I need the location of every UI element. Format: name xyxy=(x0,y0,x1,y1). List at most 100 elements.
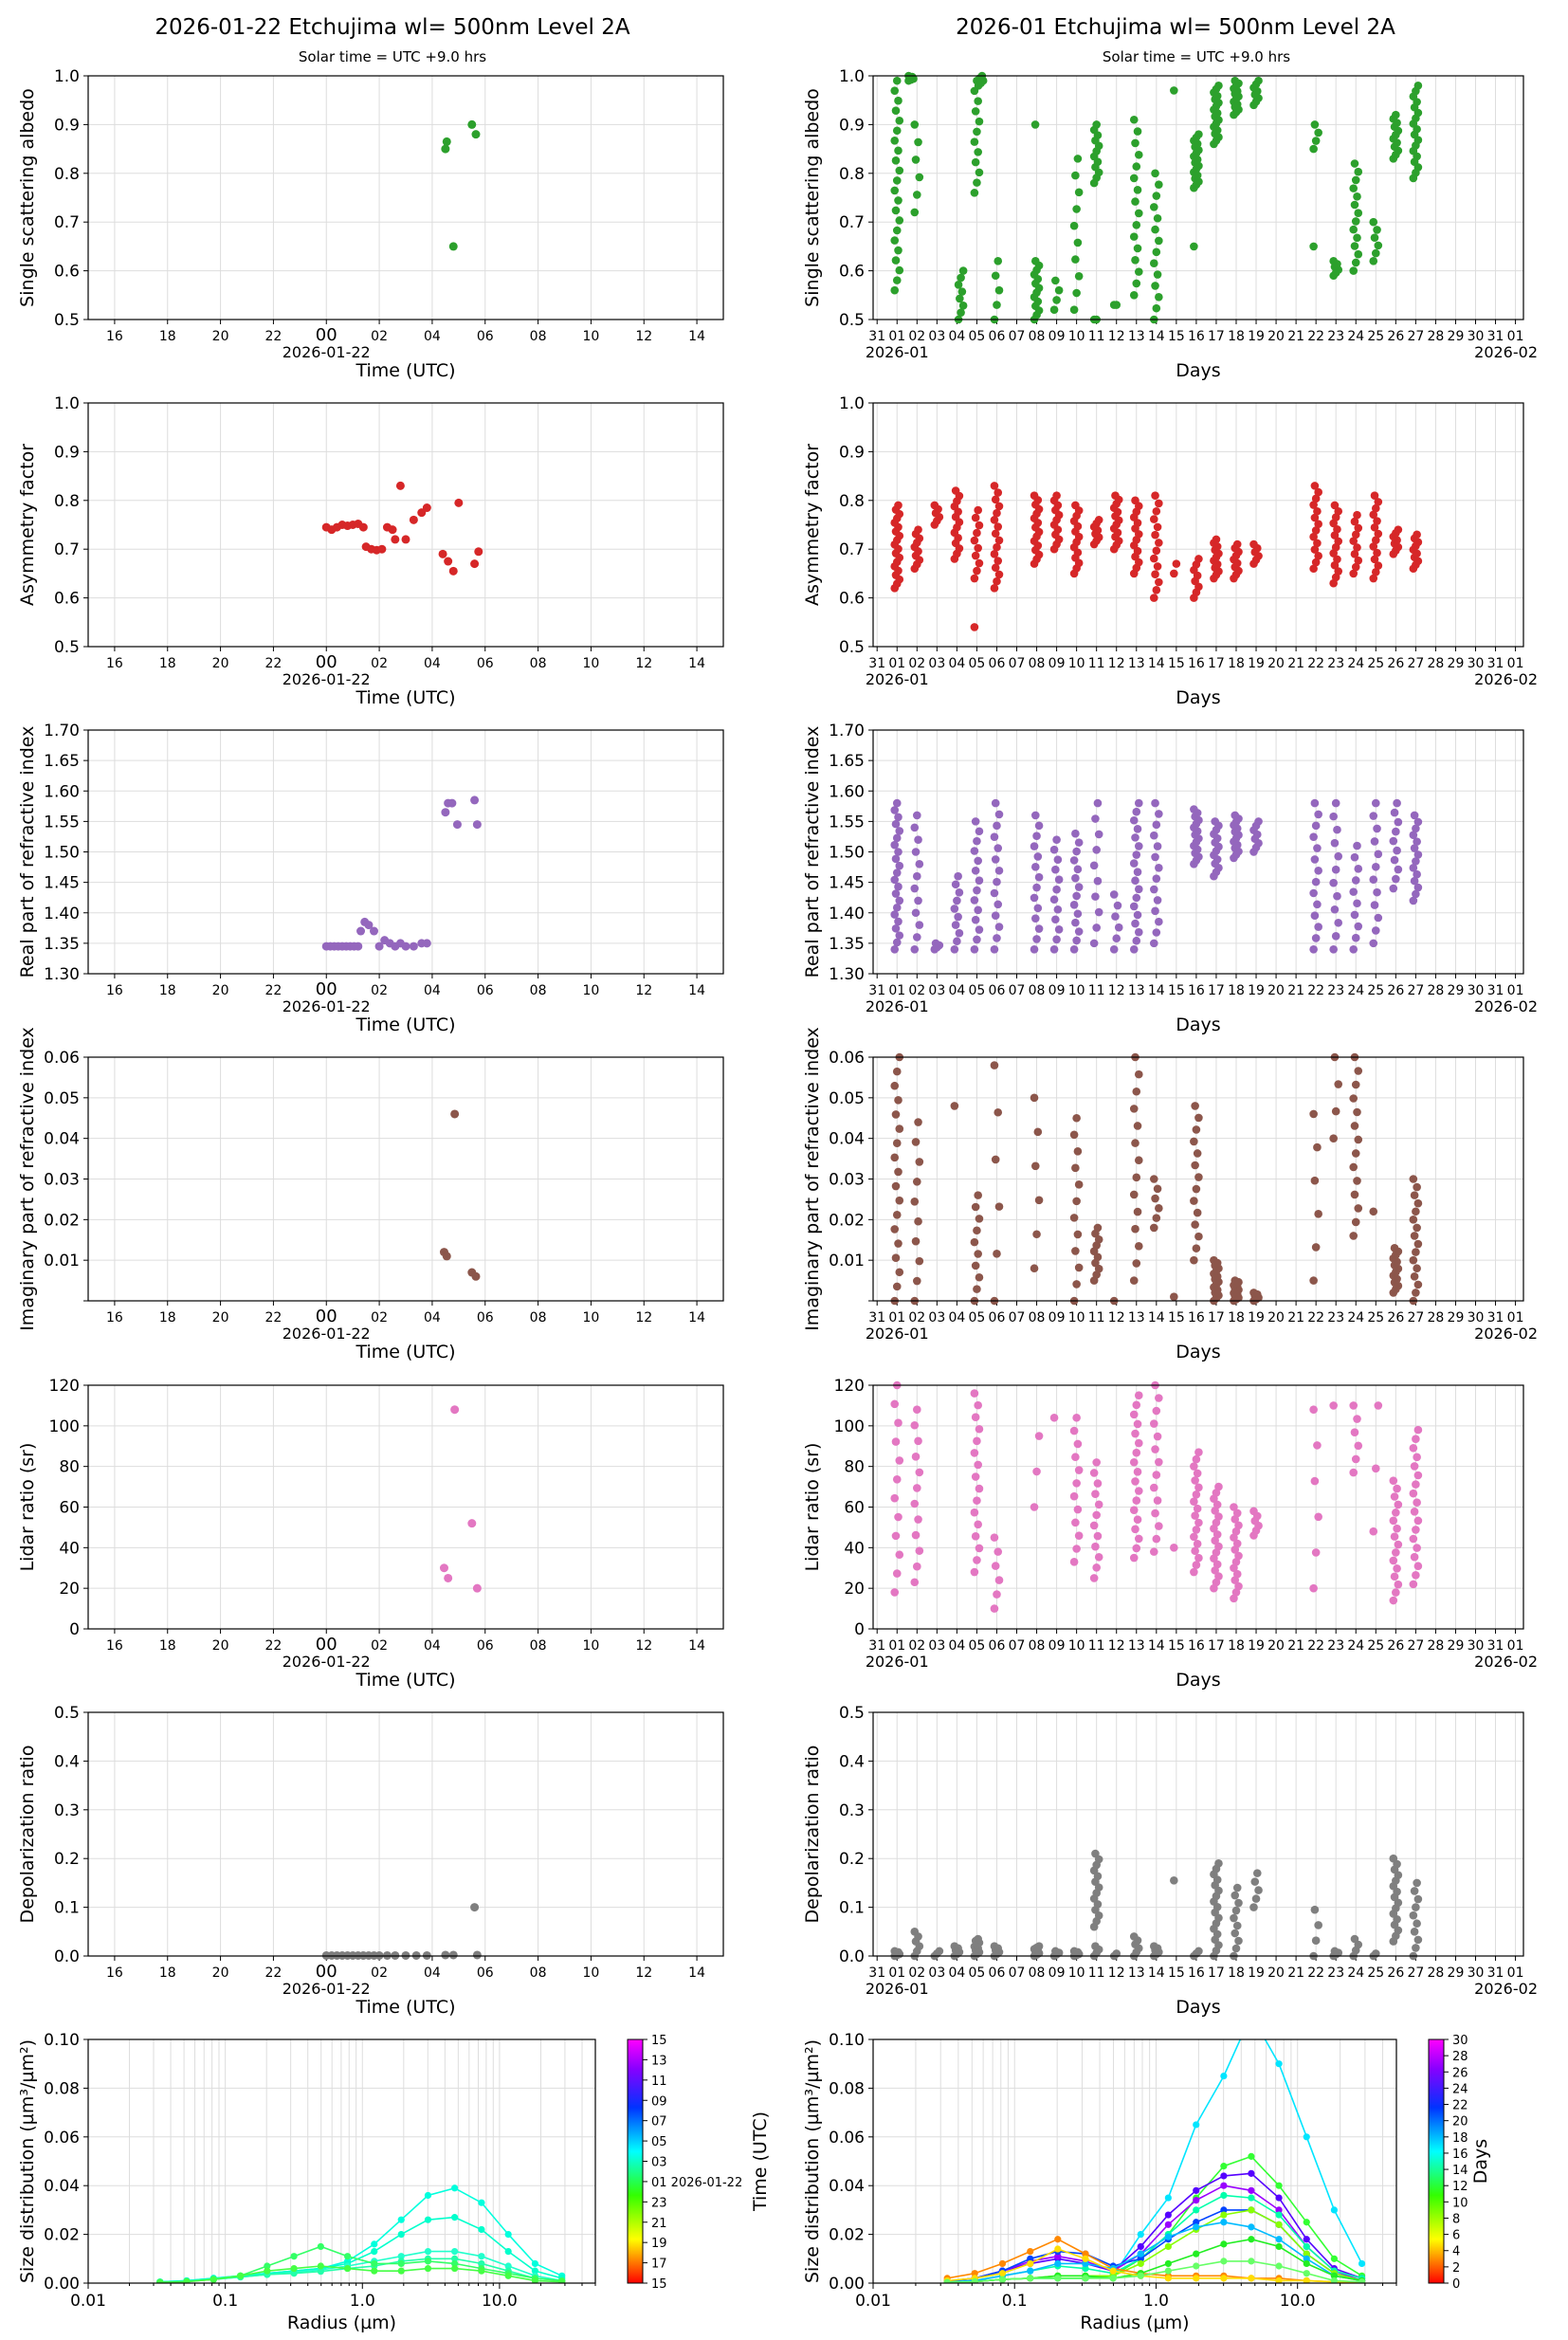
left-depol-xtick-label: 10 xyxy=(583,1965,600,1981)
right-lidar-point xyxy=(891,1531,901,1541)
right-real-point xyxy=(1032,832,1041,840)
left-depol-xtick-label: 18 xyxy=(159,1965,176,1981)
right-imag-point xyxy=(915,1158,924,1166)
right-depol-xtick-label: 09 xyxy=(1048,1965,1066,1981)
left-ssa-xtick-label: 00 xyxy=(316,325,337,345)
right-real-point xyxy=(1413,883,1423,892)
right-ssa-xtick-label: 13 xyxy=(1128,329,1145,344)
right-ssa-point xyxy=(895,116,904,125)
right-imag-point xyxy=(1192,1244,1201,1252)
right-lidar-point xyxy=(1170,1544,1178,1552)
right-real-xlabel: Days xyxy=(1176,1015,1220,1035)
right-imag-point xyxy=(1073,1230,1083,1239)
left-asym-point xyxy=(358,522,368,532)
right-lidar-point xyxy=(994,1576,1004,1584)
right-depol-point xyxy=(1034,1942,1044,1951)
right-imag-point xyxy=(1413,1198,1423,1208)
right-asym-xtick-label: 10 xyxy=(1068,656,1085,671)
right-imag-point xyxy=(1351,1080,1360,1089)
left-sizedist-ytick-label: 0.00 xyxy=(44,2275,80,2294)
right-imag-point xyxy=(994,1202,1004,1211)
right-real-point xyxy=(1052,835,1061,844)
right-imag-point xyxy=(1354,1067,1363,1075)
right-lidar-point xyxy=(1151,1445,1159,1453)
left-asym-xtick-label: 22 xyxy=(265,656,283,671)
right-imag-xlabel: Days xyxy=(1176,1342,1220,1362)
right-lidar-point xyxy=(1353,1415,1361,1423)
right-asym-point xyxy=(994,522,1003,531)
right-imag-point xyxy=(1409,1175,1418,1183)
right-lidar-point xyxy=(1249,1507,1258,1516)
right-asym-xtick-label: 22 xyxy=(1307,656,1324,671)
right-asym-point xyxy=(990,516,999,524)
right-real-point xyxy=(1331,798,1340,808)
right-lidar-ytick-label: 60 xyxy=(844,1499,865,1518)
left-asym-point xyxy=(444,557,453,566)
right-real-point xyxy=(1072,847,1081,856)
right-lidar-xtick-label: 30 xyxy=(1468,1638,1485,1654)
right-lidar-point xyxy=(1149,1419,1158,1428)
left-lidar-xtick-label: 12 xyxy=(635,1638,652,1654)
right-imag-point xyxy=(1072,1197,1081,1206)
right-lidar-point xyxy=(1149,1547,1158,1556)
right-imag-point xyxy=(1350,1122,1359,1130)
right-real-point xyxy=(890,840,900,850)
right-real-point xyxy=(1155,864,1163,872)
right-depol-xtick-label: 07 xyxy=(1009,1965,1026,1981)
right-sizedist-series-point xyxy=(1275,2194,1283,2202)
right-real-point xyxy=(914,896,922,905)
right-real-point xyxy=(1091,892,1100,901)
right-lidar-point xyxy=(1192,1526,1201,1534)
right-imag-point xyxy=(1314,1210,1322,1218)
left-subtitle: Solar time = UTC +9.0 hrs xyxy=(299,48,486,65)
left-ssa-point xyxy=(441,144,450,154)
right-imag-point xyxy=(894,1096,903,1105)
right-lidar-point xyxy=(1413,1544,1421,1552)
right-ssa-start-label: 2026-01 xyxy=(866,343,929,361)
right-real-point xyxy=(1413,837,1421,846)
right-depol-point xyxy=(1412,1903,1420,1911)
right-imag-xtick-label: 01 xyxy=(1507,1310,1524,1325)
right-ssa-point xyxy=(1349,184,1358,192)
left-lidar-xtick-label: 02 xyxy=(371,1638,388,1654)
right-lidar-point xyxy=(1093,1479,1103,1488)
right-real-point xyxy=(1369,875,1378,885)
right-sizedist-series-point xyxy=(1220,2219,1228,2226)
right-lidar-point xyxy=(910,1499,920,1508)
right-real-point xyxy=(1309,945,1318,954)
right-ssa-point xyxy=(1155,292,1163,302)
right-lidar-point xyxy=(1190,1462,1198,1471)
right-imag-ytick-label: 0.06 xyxy=(829,1049,865,1068)
right-ssa-xtick-label: 28 xyxy=(1427,329,1444,344)
right-asym-xtick-label: 04 xyxy=(948,656,965,671)
right-imag-point xyxy=(973,1285,981,1293)
right-imag-point xyxy=(1132,1087,1141,1096)
right-title: 2026-01 Etchujima wl= 500nm Level 2A xyxy=(956,15,1395,40)
right-sizedist-xtick-label: 1.0 xyxy=(1143,2292,1169,2311)
right-lidar-point xyxy=(1413,1498,1421,1508)
right-sizedist-series-line xyxy=(947,2039,1363,2283)
left-depol-point xyxy=(470,1903,480,1912)
right-colorbar-tick-label: 30 xyxy=(1452,2034,1468,2048)
right-depol-point xyxy=(1230,1913,1238,1923)
left-asym-point xyxy=(438,549,447,558)
right-imag-xtick-label: 26 xyxy=(1387,1310,1404,1325)
right-sizedist-series-point xyxy=(1248,2152,1255,2160)
right-lidar-point xyxy=(1389,1476,1398,1485)
left-sizedist-series-point xyxy=(451,2214,459,2221)
right-imag-point xyxy=(1350,1190,1359,1199)
right-asym-point xyxy=(1194,555,1203,563)
right-asym-point xyxy=(1370,522,1379,532)
right-real-point xyxy=(1052,885,1061,894)
right-lidar-point xyxy=(1349,1468,1358,1477)
right-real-point xyxy=(1389,836,1398,846)
right-real-point xyxy=(971,866,980,875)
left-sizedist-series-point xyxy=(264,2267,271,2275)
right-lidar-point xyxy=(895,1550,904,1560)
right-lidar-point xyxy=(1389,1516,1398,1526)
right-lidar-point xyxy=(1190,1532,1198,1542)
right-depol-point xyxy=(950,1942,959,1951)
right-imag-point xyxy=(1194,1113,1203,1123)
right-asym-point xyxy=(1155,577,1163,587)
left-asym-xtick-label: 12 xyxy=(635,656,652,671)
